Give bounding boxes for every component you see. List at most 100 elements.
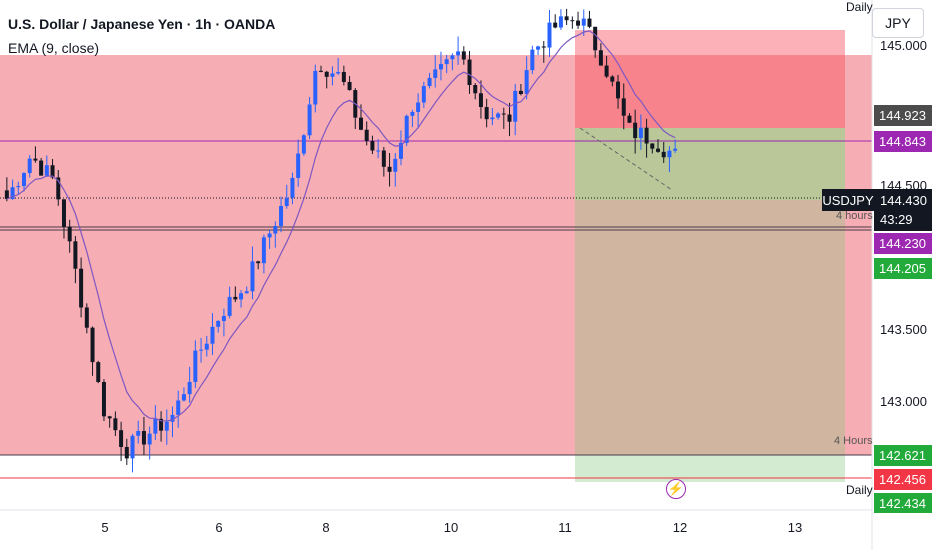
candle-body <box>364 129 369 142</box>
candle-body <box>438 64 443 70</box>
candle-body <box>598 50 603 66</box>
candle-body <box>496 113 501 118</box>
candle-body <box>330 73 335 77</box>
candle-body <box>324 71 329 77</box>
projection-line <box>579 127 673 191</box>
candle-body <box>170 414 175 422</box>
last-price-tag: 144.430 43:29 <box>874 189 932 231</box>
candle-body <box>261 237 266 264</box>
daily-label-bottom: Daily <box>846 483 873 497</box>
candle-body <box>84 307 89 328</box>
price-tag-144205: 144.205 <box>874 258 932 279</box>
candle-body <box>358 117 363 130</box>
price-tag-144230: 144.230 <box>874 233 932 254</box>
candle-body <box>661 151 666 158</box>
candle-body <box>27 158 32 174</box>
ema-indicator-label[interactable]: EMA (9, close) <box>8 40 100 56</box>
price-tick: 143.500 <box>880 322 927 337</box>
candle-body <box>347 81 352 91</box>
candle-body <box>107 416 112 419</box>
candle-body <box>124 446 129 459</box>
candle-body <box>227 296 232 316</box>
candle-body <box>530 49 535 71</box>
price-tag-144923: 144.923 <box>874 105 932 126</box>
candle-body <box>593 26 598 51</box>
stop-zone-top <box>575 30 845 55</box>
candle-body <box>610 76 615 82</box>
candle-body <box>336 71 341 74</box>
candle-body <box>50 165 55 178</box>
candle-body <box>387 166 392 172</box>
target-zone <box>575 200 845 455</box>
last-price: 144.430 <box>880 193 927 208</box>
price-tag-142434: 142.434 <box>874 493 932 513</box>
candle-body <box>518 90 523 95</box>
candle-body <box>650 143 655 149</box>
candle-body <box>404 115 409 143</box>
candle-body <box>193 350 198 382</box>
candle-body <box>164 421 169 431</box>
candle-body <box>541 46 546 48</box>
candle-body <box>96 362 101 383</box>
candle-body <box>444 59 449 65</box>
bar-countdown: 43:29 <box>880 212 913 227</box>
candle-body <box>44 165 49 176</box>
candle-body <box>547 22 552 48</box>
candle-body <box>667 150 672 158</box>
candle-body <box>644 127 649 144</box>
candle-body <box>307 104 312 136</box>
candle-body <box>507 114 512 122</box>
candle-body <box>484 107 489 120</box>
candle-body <box>621 98 626 116</box>
candle-body <box>4 190 9 200</box>
candle-body <box>587 18 592 27</box>
candle-body <box>33 158 38 161</box>
candle-body <box>301 135 306 154</box>
lightning-icon[interactable]: ⚡ <box>666 479 686 499</box>
candle-body <box>67 226 72 242</box>
candle-body <box>473 85 478 94</box>
currency-button[interactable]: JPY <box>872 8 924 38</box>
candle-body <box>490 117 495 120</box>
candle-body <box>501 113 506 115</box>
candle-body <box>319 70 324 72</box>
candle-body <box>290 177 295 198</box>
candle-body <box>456 51 461 56</box>
candle-body <box>39 160 44 176</box>
four-hours-label-b: 4 Hours <box>834 435 873 447</box>
candle-body <box>147 433 152 445</box>
candle-body <box>450 55 455 60</box>
candle-body <box>536 46 541 50</box>
candle-body <box>216 320 221 327</box>
candle-body <box>478 93 483 108</box>
candle-body <box>176 400 181 415</box>
candle-body <box>393 158 398 172</box>
candle-body <box>21 173 26 187</box>
candle-body <box>210 326 215 344</box>
candle-body <box>10 187 15 200</box>
candle-body <box>627 115 632 123</box>
ema-line <box>6 30 676 422</box>
candle-body <box>296 153 301 178</box>
symbol-tag: USDJPY <box>822 189 874 211</box>
candle-body <box>570 20 575 22</box>
candle-body <box>616 81 621 99</box>
candle-body <box>513 90 518 122</box>
candle-body <box>153 418 158 434</box>
candle-body <box>581 18 586 26</box>
candle-body <box>604 65 609 77</box>
candle-body <box>421 86 426 103</box>
candle-body <box>656 148 661 152</box>
candle-body <box>250 261 255 292</box>
candle-body <box>558 16 563 28</box>
candle-body <box>233 296 238 300</box>
candle-body <box>467 59 472 86</box>
time-tick: 8 <box>322 520 330 535</box>
daily-label-top: Daily <box>846 0 873 14</box>
candle-body <box>381 150 386 167</box>
candle-body <box>553 22 558 28</box>
time-tick: 11 <box>558 520 572 535</box>
price-tag-142456: 142.456 <box>874 469 932 490</box>
